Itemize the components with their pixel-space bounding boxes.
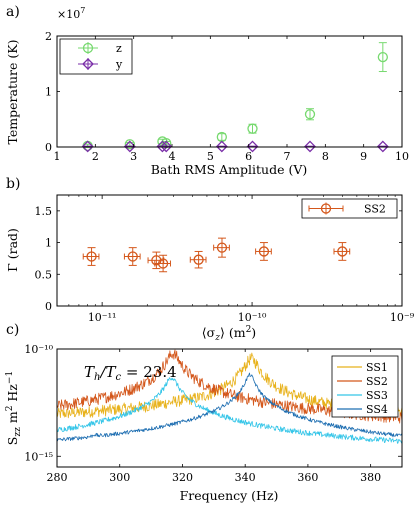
y-tick-label: 10⁻¹⁵ — [24, 450, 53, 463]
panel-b-label: b) — [6, 176, 20, 192]
y-tick-label: 2 — [45, 30, 52, 43]
panel-c-label: c) — [6, 322, 19, 338]
panel-a-label: a) — [6, 4, 20, 20]
legend-marker — [82, 58, 94, 70]
x-tick-label: 4 — [169, 150, 176, 163]
x-tick-label: 1 — [54, 150, 61, 163]
panel-c-ylabel: Szz m2 Hz−1 — [5, 371, 23, 445]
data-point-z — [304, 109, 316, 120]
y-tick-label: 0.5 — [35, 268, 53, 281]
x-tick-label: 10⁻¹⁰ — [238, 311, 267, 324]
data-point-SS2 — [216, 242, 228, 253]
x-tick-label: 10 — [395, 150, 409, 163]
data-point-SS2 — [127, 251, 138, 262]
legend-label-SS2: SS2 — [366, 375, 388, 388]
legend-label-z: z — [116, 42, 122, 55]
data-point-SS2 — [157, 258, 169, 269]
x-tick-label: 10⁻⁹ — [390, 311, 415, 324]
panel-a-legend: zy — [59, 38, 133, 75]
data-point-y — [246, 140, 259, 153]
x-tick-label: 9 — [360, 150, 367, 163]
panel-c-frame — [56, 348, 403, 468]
panel-a: a) ×107 1 2 3 4 5 6 7 8 9 10 012 Bath RMS Amplitu… — [5, 4, 409, 177]
y-tick-label: 0 — [45, 300, 52, 313]
panel-c-annotation: Th/Tc = 23.4 — [84, 363, 177, 383]
spectrum-line-SS4 — [57, 372, 402, 442]
x-tick-label: 10⁻¹¹ — [88, 311, 117, 324]
data-point-y — [215, 140, 228, 153]
data-point-y — [376, 140, 389, 153]
panel-b: b) 10⁻¹¹ 10⁻¹⁰ 10⁻⁹ 0 0.5 1 1.5 ⟨σz⟩ (m2) Γ (… — [5, 176, 415, 343]
legend-marker — [320, 203, 332, 214]
data-point-y — [160, 140, 173, 153]
y-tick-label: 1 — [45, 86, 52, 99]
data-point-y — [81, 140, 94, 153]
legend-label-y: y — [115, 58, 123, 71]
data-point-z — [377, 51, 388, 63]
panel-b-xlabel: ⟨σz⟩ (m2) — [202, 325, 256, 343]
x-tick-label: 380 — [360, 471, 381, 484]
data-point-SS2 — [258, 246, 270, 257]
legend-label-SS4: SS4 — [366, 403, 388, 416]
y-tick-label: 10⁻¹⁰ — [24, 343, 53, 356]
x-tick-label: 360 — [297, 471, 318, 484]
x-tick-label: 320 — [172, 471, 193, 484]
panel-c-xlabel: Frequency (Hz) — [180, 488, 279, 503]
x-tick-label: 7 — [284, 150, 291, 163]
panel-b-legend: SS2 — [301, 198, 398, 219]
legend-label-SS2: SS2 — [364, 203, 386, 216]
x-tick-label: 3 — [130, 150, 137, 163]
x-tick-label: 6 — [245, 150, 252, 163]
panel-c: c) 280 300 320 340 360 380 10⁻¹⁰ 10⁻¹⁵ Th/Tc =… — [5, 322, 403, 503]
data-point-z — [124, 139, 135, 150]
y-tick-label: 0 — [45, 141, 52, 154]
data-point-SS2 — [86, 251, 97, 262]
x-tick-label: 2 — [92, 150, 99, 163]
data-point-y — [123, 140, 136, 153]
spectrum-line-SS3 — [57, 377, 402, 444]
data-point-y — [304, 140, 316, 153]
legend-label-SS1: SS1 — [366, 361, 388, 374]
legend-label-SS3: SS3 — [366, 389, 388, 402]
y-tick-label: 1.5 — [35, 205, 53, 218]
panel-c-legend-box — [331, 355, 399, 418]
x-tick-label: 280 — [47, 471, 68, 484]
x-tick-label: 5 — [207, 150, 214, 163]
data-point-SS2 — [337, 246, 348, 257]
panel-a-ylabel: Temperature (K) — [5, 40, 20, 145]
data-point-SS2 — [151, 255, 162, 266]
data-point-y — [156, 140, 169, 153]
data-point-z — [247, 123, 258, 134]
panel-a-multiplier: ×107 — [57, 6, 85, 21]
panel-a-xlabel: Bath RMS Amplitude (V) — [151, 162, 308, 177]
x-tick-label: 340 — [235, 471, 256, 484]
x-tick-label: 8 — [322, 150, 329, 163]
y-tick-label: 1 — [45, 237, 52, 250]
legend-marker — [82, 42, 94, 54]
data-point-SS2 — [193, 254, 204, 265]
panel-a-legend-box — [59, 38, 133, 75]
panel-b-frame — [56, 194, 403, 307]
x-tick-label: 300 — [109, 471, 130, 484]
panel-b-ylabel: Γ (rad) — [5, 228, 20, 272]
